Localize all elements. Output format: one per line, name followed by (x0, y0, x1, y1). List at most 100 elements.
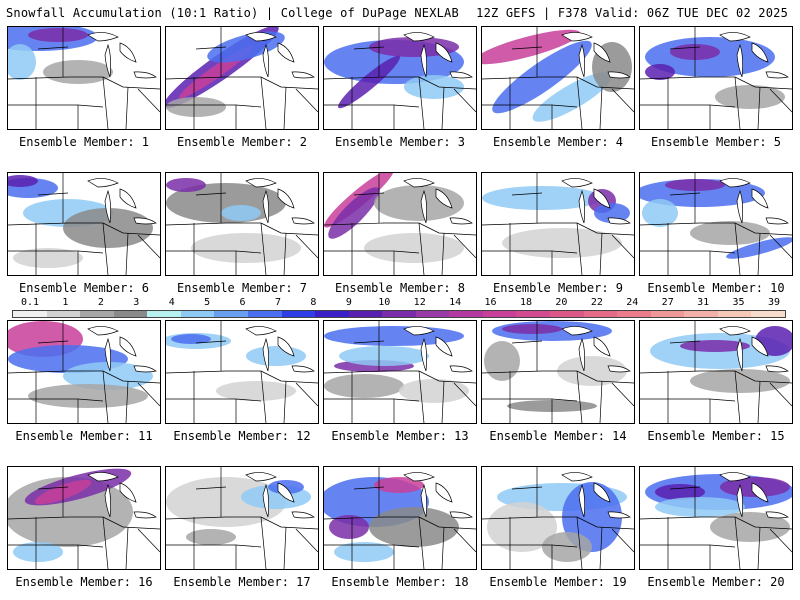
ensemble-member-label: Ensemble Member: 7 (176, 281, 308, 295)
colorbar-swatch (315, 311, 349, 317)
snowfall-area (690, 221, 770, 245)
ensemble-member-15-map (639, 320, 793, 424)
ensemble-member-12-map (165, 320, 319, 424)
chart-title: Snowfall Accumulation (10:1 Ratio) | Col… (6, 6, 459, 20)
snowfall-area (642, 199, 678, 227)
ensemble-member-label: Ensemble Member: 9 (492, 281, 624, 295)
snowfall-area (43, 60, 113, 84)
snowfall-area (710, 512, 790, 542)
colorbar-swatch (247, 311, 282, 317)
ensemble-member-16-map (7, 466, 161, 570)
snowfall-map-5 (640, 27, 792, 129)
colorbar-swatch (449, 311, 483, 317)
snowfall-area (28, 28, 88, 42)
colorbar-swatch (147, 311, 181, 317)
snowfall-area (221, 205, 261, 221)
snowfall-area (63, 208, 153, 248)
snowfall-area (557, 356, 627, 386)
snowfall-area (487, 502, 557, 552)
ensemble-member-label: Ensemble Member: 13 (331, 429, 469, 443)
ensemble-member-13-map (323, 320, 477, 424)
snowfall-area (369, 507, 459, 547)
colorbar-tick-label: 35 (732, 297, 745, 308)
ensemble-member-label: Ensemble Member: 18 (331, 575, 469, 589)
ensemble-member-label: Ensemble Member: 12 (173, 429, 311, 443)
run-valid-time: 12Z GEFS | F378 Valid: 06Z TUE DEC 02 20… (476, 6, 788, 20)
colorbar-tick-label: 39 (767, 297, 781, 308)
colorbar-tick-label: 22 (590, 297, 603, 308)
snowfall-area (28, 384, 148, 408)
colorbar-tick-label: 9 (345, 297, 352, 308)
snowfall-area (482, 29, 581, 65)
snowfall-map-11 (8, 321, 160, 423)
colorbar-swatch (415, 311, 450, 317)
ensemble-member-label: Ensemble Member: 11 (15, 429, 153, 443)
colorbar-tick-label: 8 (310, 297, 317, 308)
colorbar-swatch (751, 311, 785, 317)
ensemble-member-19-map (481, 466, 635, 570)
snowfall-map-3 (324, 27, 476, 129)
snowfall-area (645, 64, 675, 80)
colorbar-swatch (684, 311, 718, 317)
snowfall-area (186, 529, 236, 545)
ensemble-member-8-map (323, 172, 477, 276)
snowfall-map-7 (166, 173, 318, 275)
snowfall-area (13, 248, 83, 268)
colorbar-tick-label: 3 (133, 297, 140, 308)
snowfall-area (166, 178, 206, 192)
snowfall-map-20 (640, 467, 792, 569)
snowfall-area (268, 480, 304, 494)
snowfall-area (680, 340, 750, 352)
colorbar-swatch (80, 311, 114, 317)
colorbar-swatch (281, 311, 316, 317)
ensemble-member-label: Ensemble Member: 1 (18, 135, 150, 149)
colorbar-swatch (13, 311, 47, 317)
snowfall-area (334, 542, 394, 562)
colorbar-tick-label: 0.1 (20, 297, 40, 308)
ensemble-member-5-map (639, 26, 793, 130)
ensemble-member-label: Ensemble Member: 17 (173, 575, 311, 589)
snowfall-area (364, 233, 464, 263)
colorbar-swatch (550, 311, 584, 317)
snowfall-area (690, 369, 790, 393)
colorbar-tick-label: 5 (204, 297, 211, 308)
snowfall-area (8, 44, 36, 80)
snowfall-area (482, 186, 602, 210)
snowfall-map-17 (166, 467, 318, 569)
ensemble-member-11-map (7, 320, 161, 424)
colorbar-tick-label: 10 (378, 297, 391, 308)
snowfall-area (374, 477, 424, 493)
snowfall-colorbar (12, 310, 786, 318)
colorbar-swatch (583, 311, 618, 317)
ensemble-member-4-map (481, 26, 635, 130)
snowfall-area (166, 97, 226, 117)
snowfall-area (13, 542, 63, 562)
colorbar-swatch (382, 311, 416, 317)
ensemble-member-1-map (7, 26, 161, 130)
snowfall-area (328, 187, 380, 239)
snowfall-map-6 (8, 173, 160, 275)
ensemble-member-20-map (639, 466, 793, 570)
snowfall-map-1 (8, 27, 160, 129)
colorbar-tick-label: 12 (413, 297, 426, 308)
colorbar-tick-label: 16 (484, 297, 497, 308)
snowfall-area (329, 515, 369, 539)
ensemble-member-9-map (481, 172, 635, 276)
snowfall-area (655, 484, 705, 500)
snowfall-area (246, 346, 306, 366)
snowfall-map-15 (640, 321, 792, 423)
snowfall-area (216, 381, 296, 401)
ensemble-member-2-map (165, 26, 319, 130)
snowfall-area (594, 203, 630, 223)
snowfall-area (339, 346, 429, 366)
colorbar-tick-label: 27 (661, 297, 674, 308)
colorbar-swatch (717, 311, 752, 317)
ensemble-member-3-map (323, 26, 477, 130)
snowfall-area (542, 532, 592, 562)
snowfall-map-4 (482, 27, 634, 129)
ensemble-member-label: Ensemble Member: 20 (647, 575, 785, 589)
colorbar-tick-label: 4 (168, 297, 175, 308)
snowfall-area (404, 75, 464, 99)
colorbar-swatch (180, 311, 215, 317)
ensemble-member-label: Ensemble Member: 8 (334, 281, 466, 295)
